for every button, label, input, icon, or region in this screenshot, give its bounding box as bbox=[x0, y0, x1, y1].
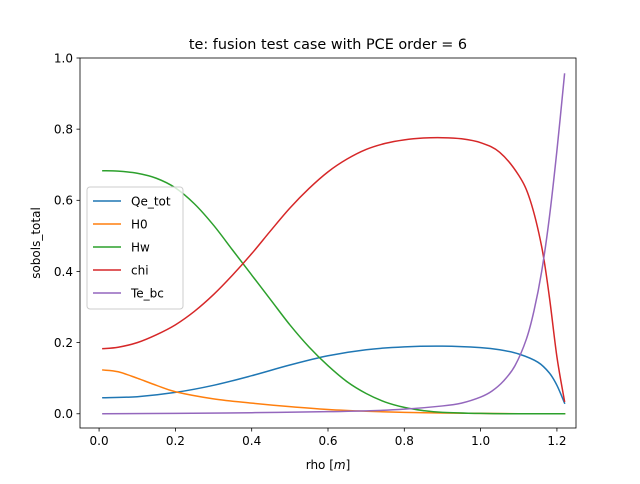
plot-lines bbox=[102, 73, 566, 415]
x-tick-label: 0.8 bbox=[395, 434, 414, 448]
x-tick-label: 1.2 bbox=[547, 434, 566, 448]
legend-label: Te_bc bbox=[130, 287, 164, 301]
y-tick-label: 1.0 bbox=[54, 51, 73, 65]
x-axis-label: rho [m] bbox=[306, 458, 351, 472]
x-tick-label: 0.2 bbox=[166, 434, 185, 448]
x-tick-label: 0.0 bbox=[90, 434, 109, 448]
legend: Qe_tot H0 Hw chi Te_bc bbox=[86, 186, 184, 310]
series-line-chi bbox=[102, 136, 566, 403]
y-tick-label: 0.4 bbox=[54, 265, 73, 279]
series-line-te-bc bbox=[102, 73, 566, 415]
axis-ticks: 0.0 0.2 0.4 0.6 0.8 1.0 1.2 0.0 0.2 0.4 0.6 0.8 1.0 bbox=[54, 51, 567, 448]
legend-label: Hw bbox=[131, 241, 150, 255]
x-tick-label: 0.4 bbox=[242, 434, 261, 448]
chart-title: te: fusion test case with PCE order = 6 bbox=[189, 37, 467, 53]
plot-frame bbox=[79, 57, 577, 429]
y-tick-label: 0.0 bbox=[54, 407, 73, 421]
y-tick-label: 0.8 bbox=[54, 122, 73, 136]
legend-label: H0 bbox=[131, 218, 148, 232]
x-tick-label: 1.0 bbox=[471, 434, 490, 448]
series-line-hw bbox=[102, 170, 566, 415]
series-line-qe-tot bbox=[102, 345, 566, 405]
x-axis-unit: m bbox=[334, 458, 346, 472]
y-axis-label: sobols_total bbox=[29, 207, 43, 279]
legend-label: Qe_tot bbox=[131, 195, 171, 209]
legend-box bbox=[86, 186, 184, 310]
legend-label: chi bbox=[131, 264, 149, 278]
x-tick-label: 0.6 bbox=[318, 434, 337, 448]
y-tick-label: 0.2 bbox=[54, 336, 73, 350]
y-tick-label: 0.6 bbox=[54, 194, 73, 208]
